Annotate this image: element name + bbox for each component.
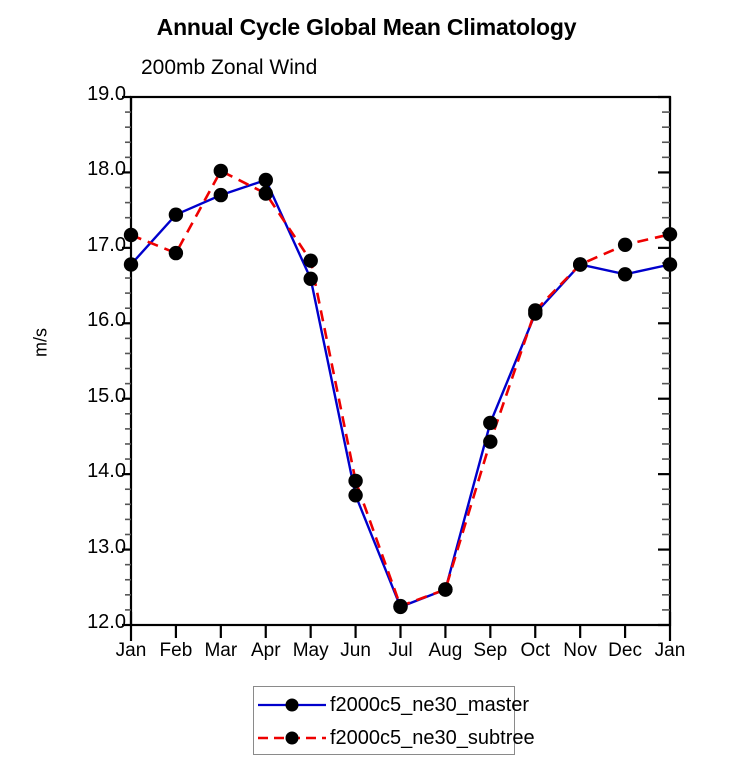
legend: f2000c5_ne30_master f2000c5_ne30_subtree — [253, 686, 535, 755]
x-tick-label: Sep — [473, 640, 508, 661]
legend-entry-subtree[interactable]: f2000c5_ne30_subtree — [254, 721, 535, 755]
data-point-subtree-Aug — [438, 582, 453, 597]
x-tick-label: Mar — [204, 640, 238, 661]
legend-label-master: f2000c5_ne30_master — [330, 693, 530, 716]
x-tick-label: Jul — [388, 640, 413, 661]
data-point-subtree-Feb — [168, 245, 184, 261]
data-point-subtree-Jan — [123, 227, 139, 243]
axes-frame — [122, 95, 672, 641]
y-tick-label: 16.0 — [87, 309, 126, 332]
data-point-master-Jun — [348, 488, 363, 503]
x-tick-label: Jan — [654, 640, 686, 661]
y-tick-label: 15.0 — [87, 384, 126, 407]
legend-entry-master[interactable]: f2000c5_ne30_master — [254, 688, 529, 722]
data-point-subtree-Dec — [617, 237, 633, 252]
data-point-subtree-Nov — [573, 257, 588, 272]
data-point-subtree-Jun — [348, 473, 363, 489]
plot-frame — [129, 95, 672, 627]
data-point-master-Dec — [617, 267, 633, 282]
series-line-master — [130, 178, 671, 609]
chart-subtitle: 200mb Zonal Wind — [141, 56, 318, 79]
y-tick-label: 18.0 — [87, 158, 126, 181]
y-axis-tick-labels: 12.0 13.0 14.0 15.0 16.0 17.0 18.0 19.0 — [60, 0, 126, 764]
legend-label-subtree: f2000c5_ne30_subtree — [330, 726, 535, 749]
data-point-subtree-May — [303, 253, 318, 268]
x-tick-label: Aug — [428, 640, 463, 661]
data-point-subtree-Jan — [662, 227, 678, 242]
data-point-subtree-Sep — [483, 434, 498, 449]
data-point-master-Mar — [213, 187, 228, 203]
x-tick-label: Jan — [115, 640, 147, 661]
x-tick-label: Nov — [563, 640, 598, 661]
data-point-subtree-Oct — [528, 303, 543, 318]
data-point-master-Jan — [662, 257, 678, 272]
y-tick-label: 12.0 — [87, 611, 126, 633]
series-line-subtree — [130, 169, 671, 608]
data-point-master-Jan — [123, 257, 139, 272]
x-tick-label: May — [292, 640, 329, 661]
y-tick-label: 19.0 — [87, 83, 126, 105]
x-tick-label: Dec — [608, 640, 642, 661]
data-point-subtree-Mar — [213, 163, 228, 179]
data-point-master-Apr — [258, 172, 273, 188]
x-tick-label: Feb — [159, 640, 193, 661]
x-tick-label: Jun — [340, 640, 371, 661]
x-tick-label: Apr — [250, 640, 281, 661]
x-tick-label: Oct — [520, 640, 551, 661]
y-tick-label: 14.0 — [87, 460, 126, 483]
data-point-subtree-Apr — [258, 186, 273, 201]
y-tick-label: 13.0 — [87, 535, 126, 558]
legend-swatch-dashed-line — [254, 723, 330, 753]
chart-title: Annual Cycle Global Mean Climatology — [156, 14, 577, 40]
data-point-master-May — [303, 271, 318, 286]
data-point-subtree-Jul — [393, 598, 408, 614]
data-series-group — [123, 163, 678, 615]
legend-swatch-solid-line — [254, 690, 330, 720]
y-tick-label: 17.0 — [87, 233, 126, 256]
data-point-master-Feb — [168, 207, 184, 222]
data-point-master-Sep — [483, 415, 498, 431]
